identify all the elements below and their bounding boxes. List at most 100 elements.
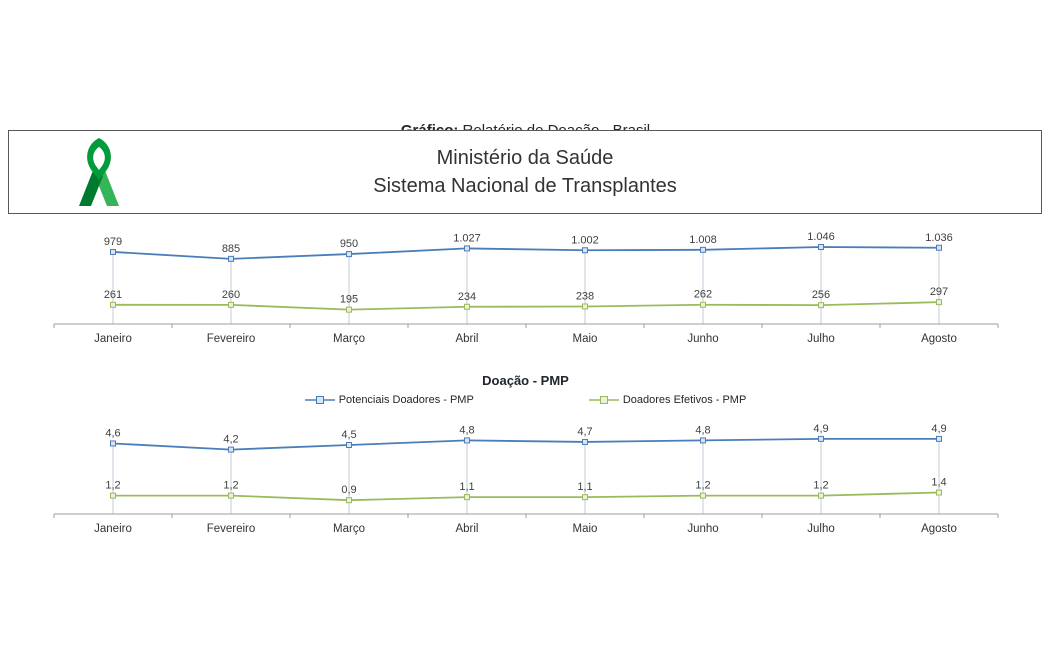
- data-label: 0,9: [341, 484, 356, 496]
- data-point-marker: [935, 244, 942, 251]
- data-label: 4,7: [577, 426, 592, 438]
- data-point-marker: [463, 245, 470, 252]
- absolute-numbers-chart: 979 885 950 1.027 1.002 1.008 1.046 1.036 261 260…: [53, 231, 998, 345]
- data-label: 1.002: [571, 234, 599, 246]
- data-point-marker: [463, 437, 470, 444]
- data-point-marker: [227, 492, 234, 499]
- data-point-marker: [817, 492, 824, 499]
- data-label: 238: [575, 290, 593, 302]
- data-label: 297: [929, 286, 947, 298]
- category-label: Fevereiro: [206, 523, 255, 535]
- data-point-marker: [699, 246, 706, 253]
- data-point-marker: [699, 492, 706, 499]
- green-ribbon-icon: [79, 138, 119, 206]
- category-label: Janeiro: [94, 333, 132, 345]
- data-label: 1,1: [577, 481, 592, 493]
- series-line: [112, 301, 939, 311]
- category-label: Maio: [572, 523, 597, 535]
- data-label: 261: [103, 289, 121, 301]
- data-point-marker: [345, 251, 352, 258]
- data-label: 1,2: [105, 480, 120, 492]
- data-point-marker: [463, 303, 470, 310]
- data-point-marker: [581, 438, 588, 445]
- legend-marker-icon: [588, 396, 619, 404]
- data-point-marker: [345, 306, 352, 313]
- data-point-marker: [817, 435, 824, 442]
- legend-label: Doadores Efetivos - PMP: [622, 394, 747, 406]
- legend-label: Potenciais Doadores - PMP: [338, 394, 474, 406]
- data-label: 260: [221, 289, 239, 301]
- category-label: Junho: [687, 333, 718, 345]
- data-label: 1.046: [807, 231, 835, 243]
- header-titles: Ministério da Saúde Sistema Nacional de …: [9, 131, 1041, 213]
- data-label: 4,8: [695, 424, 710, 436]
- category-label: Março: [333, 333, 365, 345]
- data-label: 1.036: [925, 232, 953, 244]
- category-label: Fevereiro: [206, 333, 255, 345]
- ministry-title: Ministério da Saúde: [436, 146, 614, 169]
- data-point-marker: [935, 489, 942, 496]
- data-label: 979: [103, 236, 121, 248]
- category-label: Abril: [455, 523, 478, 535]
- pmp-chart: 4,6 4,2 4,5 4,8 4,7 4,8 4,9 4,9 1,2 1,2 0,9 1,1 1,1 1…: [53, 423, 998, 535]
- data-label: 4,5: [341, 429, 356, 441]
- data-label: 4,9: [931, 423, 946, 435]
- category-label: Julho: [807, 333, 835, 345]
- green-ribbon-logo: [67, 136, 131, 215]
- chart-title-pmp: Doação - PMP: [482, 373, 569, 388]
- data-point-marker: [227, 446, 234, 453]
- category-label: Maio: [572, 333, 597, 345]
- data-label: 1.027: [453, 232, 481, 244]
- system-title: Sistema Nacional de Transplantes: [373, 174, 677, 197]
- data-label: 1,2: [695, 480, 710, 492]
- category-label: Julho: [807, 523, 835, 535]
- data-point-marker: [109, 301, 116, 308]
- data-point-marker: [699, 437, 706, 444]
- data-label: 4,6: [105, 427, 120, 439]
- data-point-marker: [581, 247, 588, 254]
- data-label: 195: [339, 294, 357, 306]
- data-label: 262: [693, 289, 711, 301]
- data-point-marker: [109, 492, 116, 499]
- data-point-marker: [581, 494, 588, 501]
- data-point-marker: [581, 303, 588, 310]
- data-point-marker: [109, 440, 116, 447]
- data-point-marker: [699, 301, 706, 308]
- data-point-marker: [109, 248, 116, 255]
- legend-item: Potenciais Doadores - PMP: [304, 394, 474, 406]
- data-label: 4,9: [813, 423, 828, 435]
- series-line: [112, 491, 939, 502]
- data-label: 4,2: [223, 434, 238, 446]
- data-label: 1.008: [689, 234, 717, 246]
- chart-block-pmp: Doação - PMP Potenciais Doadores - PMP Do…: [0, 373, 1051, 548]
- legend-item: Doadores Efetivos - PMP: [588, 394, 747, 406]
- category-label: Agosto: [921, 333, 957, 345]
- data-label: 950: [339, 238, 357, 250]
- category-label: Abril: [455, 333, 478, 345]
- category-label: Agosto: [921, 523, 957, 535]
- data-point-marker: [345, 442, 352, 448]
- data-point-marker: [935, 299, 942, 306]
- data-label: 1,2: [223, 480, 238, 492]
- data-label: 234: [457, 291, 475, 303]
- legend-pmp: Potenciais Doadores - PMP Doadores Efetiv…: [0, 394, 1051, 406]
- data-label: 885: [221, 243, 239, 255]
- data-label: 1,2: [813, 480, 828, 492]
- legend-marker-icon: [304, 396, 335, 404]
- data-point-marker: [817, 244, 824, 251]
- series-line: [112, 437, 939, 451]
- data-point-marker: [463, 494, 470, 501]
- data-point-marker: [227, 301, 234, 308]
- header: Ministério da Saúde Sistema Nacional de …: [8, 130, 1042, 214]
- data-point-marker: [227, 255, 234, 262]
- data-label: 1,1: [459, 481, 474, 493]
- category-label: Junho: [687, 523, 718, 535]
- data-point-marker: [345, 497, 352, 504]
- category-label: Março: [333, 523, 365, 535]
- data-label: 1,4: [931, 477, 946, 489]
- data-label: 256: [811, 289, 829, 301]
- data-point-marker: [935, 435, 942, 442]
- category-label: Janeiro: [94, 523, 132, 535]
- data-label: 4,8: [459, 424, 474, 436]
- series-line: [112, 246, 939, 260]
